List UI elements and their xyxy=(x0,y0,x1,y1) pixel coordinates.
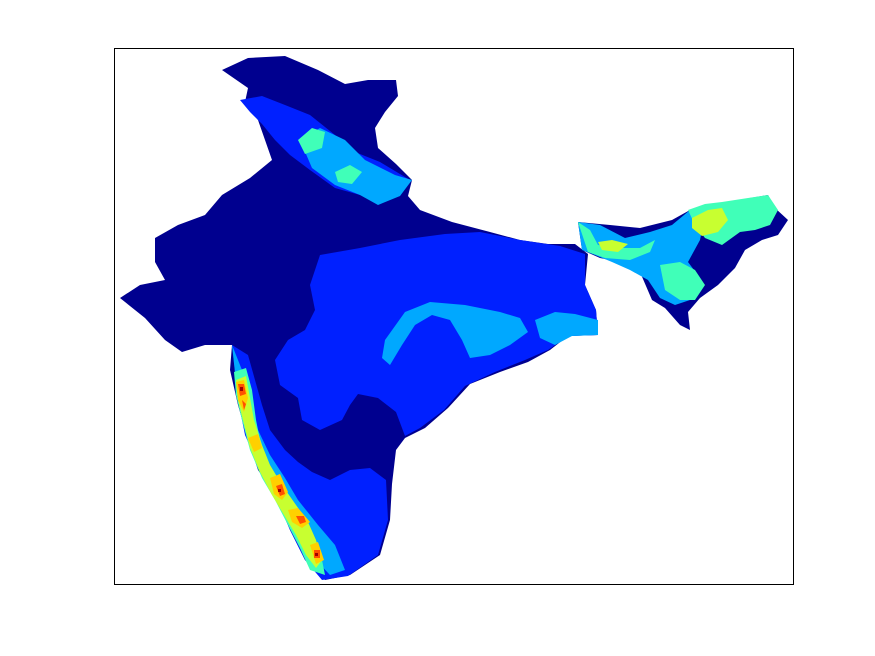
axes-frame xyxy=(114,48,794,585)
contour-level-2 xyxy=(232,96,598,580)
map-plot-area xyxy=(120,56,788,580)
